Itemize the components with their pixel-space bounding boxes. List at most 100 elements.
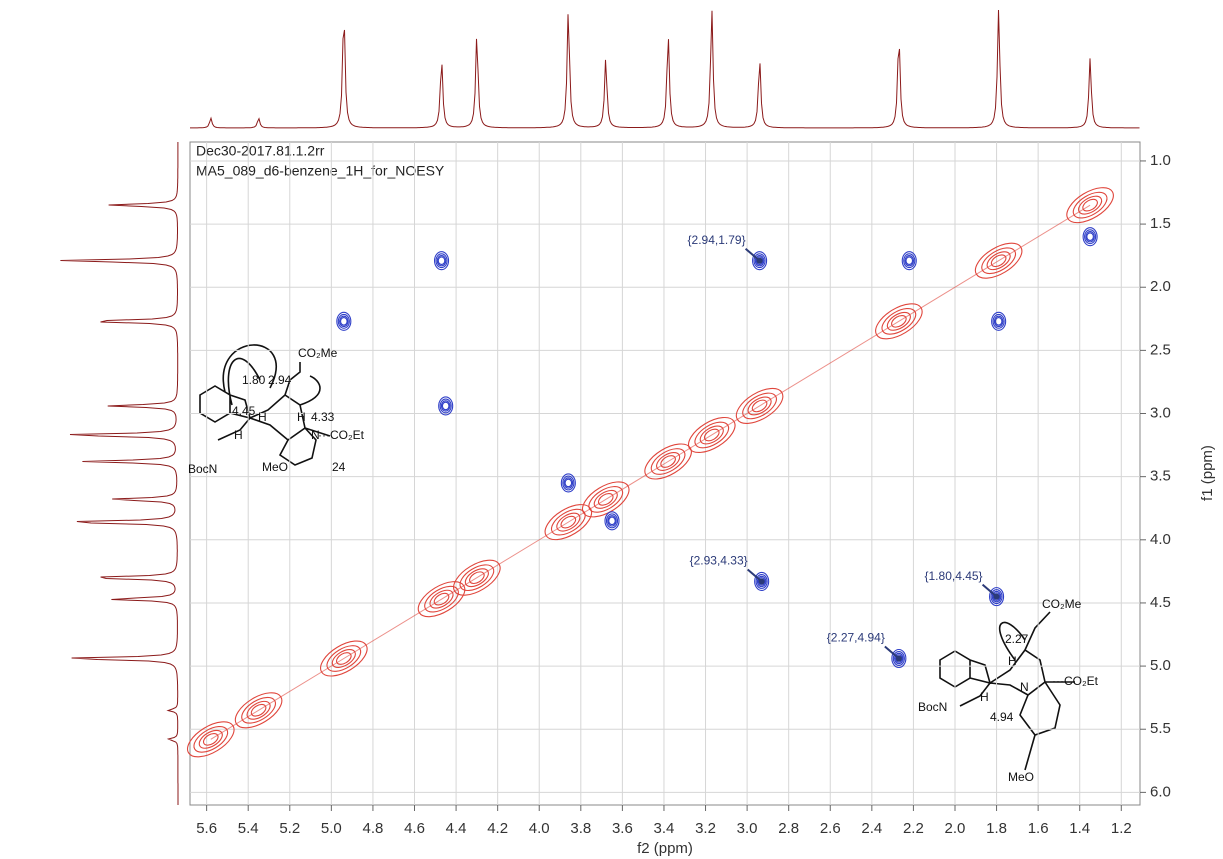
x-tick-label: 3.0 xyxy=(737,820,758,837)
contour-ring xyxy=(992,592,1001,601)
structure-label: CO₂Me xyxy=(298,346,338,360)
x-tick-label: 4.2 xyxy=(487,820,508,837)
contour-ring xyxy=(752,251,768,271)
y-tick-label: 1.0 xyxy=(1150,152,1171,169)
structure-bonds xyxy=(199,344,331,466)
y-tick-label: 2.0 xyxy=(1150,278,1171,295)
structure-right xyxy=(939,611,1075,771)
contour-ring xyxy=(337,313,350,329)
annotation-label: {1.80,4.45} xyxy=(925,569,983,583)
contour-ring xyxy=(608,516,616,526)
x-tick-label: 5.6 xyxy=(196,820,217,837)
contour-ring xyxy=(755,256,764,266)
structure-label: 2.94 xyxy=(268,373,292,387)
structure-label: 4.94 xyxy=(990,710,1014,724)
contour-ring xyxy=(441,401,450,411)
structure-label: CO₂Me xyxy=(1042,597,1082,611)
structure-label: 24 xyxy=(332,460,346,474)
annotation-label: {2.93,4.33} xyxy=(690,554,748,568)
contour-ring xyxy=(904,255,915,267)
contour-ring xyxy=(440,400,451,412)
cross-peak xyxy=(438,396,454,416)
structure-label: BocN xyxy=(188,462,217,476)
f1-projection xyxy=(60,142,179,805)
cross-peak xyxy=(604,511,620,531)
structure-label: H xyxy=(980,690,989,704)
structure-label: BocN xyxy=(918,700,947,714)
contour-ring xyxy=(756,575,767,588)
cross-peak xyxy=(754,571,770,592)
contour-ring xyxy=(1084,229,1097,245)
contour-ring xyxy=(754,255,765,267)
y-tick-label: 4.0 xyxy=(1150,531,1171,548)
x-tick-label: 5.0 xyxy=(321,820,342,837)
contour-ring xyxy=(1082,227,1098,247)
annotation-point xyxy=(756,257,763,264)
contour-ring xyxy=(605,513,619,529)
cross-peak xyxy=(433,251,450,271)
cross-peak xyxy=(991,311,1007,331)
structure-label: N xyxy=(311,428,320,442)
chart-subtitle: MA5_089_d6-benzene_1H_for_NOESY xyxy=(196,163,445,179)
contour-ring xyxy=(991,590,1002,603)
cross-peak xyxy=(1082,227,1098,247)
x-tick-label: 4.0 xyxy=(529,820,550,837)
contour-ring xyxy=(433,251,450,271)
y-tick-label: 1.5 xyxy=(1150,215,1171,232)
y-tick-label: 5.0 xyxy=(1150,657,1171,674)
structure-bonds xyxy=(939,611,1075,771)
x-tick-label: 4.8 xyxy=(363,820,384,837)
contour-ring xyxy=(437,256,446,266)
contour-ring xyxy=(993,315,1004,328)
structure-label: H xyxy=(1008,654,1017,668)
axes-box xyxy=(189,141,1141,806)
y-tick-label: 6.0 xyxy=(1150,783,1171,800)
structure-label: H xyxy=(234,428,243,442)
contour-ring xyxy=(903,253,916,269)
x-tick-label: 1.2 xyxy=(1111,820,1132,837)
contour-ring xyxy=(564,478,573,488)
x-tick-label: 3.4 xyxy=(654,820,675,837)
contour-ring xyxy=(339,315,349,328)
x-tick-label: 2.4 xyxy=(861,820,882,837)
cross-peak xyxy=(989,587,1005,607)
contour-ring xyxy=(439,398,452,414)
contour-ring xyxy=(892,651,905,666)
y-axis-label: f1 (ppm) xyxy=(1199,445,1216,501)
structure-label: H xyxy=(297,410,306,424)
contour-ring xyxy=(436,255,447,267)
chart-title: Dec30-2017.81.1.2rr xyxy=(196,143,325,159)
x-tick-label: 1.8 xyxy=(986,820,1007,837)
contour-ring xyxy=(754,571,770,592)
annotation-point xyxy=(993,593,1000,600)
annotation-arrow xyxy=(744,247,761,262)
x-tick-label: 1.6 xyxy=(1028,820,1049,837)
annotation-point xyxy=(758,578,765,585)
contour-ring xyxy=(989,587,1005,607)
y-tick-label: 5.5 xyxy=(1150,720,1171,737)
x-tick-label: 2.0 xyxy=(945,820,966,837)
structure-24 xyxy=(199,344,331,466)
contour-ring xyxy=(435,253,448,269)
annotation-arrow xyxy=(747,568,763,583)
annotation-arrow xyxy=(884,645,900,660)
structure-label: H xyxy=(258,410,267,424)
x-tick-label: 2.8 xyxy=(778,820,799,837)
structure-label: 1.80 xyxy=(242,373,266,387)
structure-label: ···CO₂Et xyxy=(318,428,365,442)
structure-label: N xyxy=(1020,680,1029,694)
plot-frame xyxy=(189,141,1141,806)
contour-ring xyxy=(560,473,576,493)
contour-ring xyxy=(438,396,454,416)
contour-ring xyxy=(607,515,617,527)
contour-ring xyxy=(1072,191,1108,219)
x-tick-label: 5.4 xyxy=(238,820,259,837)
y-tick-label: 3.5 xyxy=(1150,468,1171,485)
structure-label: ···CO₂Et xyxy=(1052,674,1099,688)
structure-label: MeO xyxy=(1008,770,1034,784)
x-tick-label: 4.6 xyxy=(404,820,425,837)
annotation-point xyxy=(895,655,902,662)
contour-ring xyxy=(563,477,574,489)
contour-ring xyxy=(757,577,766,586)
